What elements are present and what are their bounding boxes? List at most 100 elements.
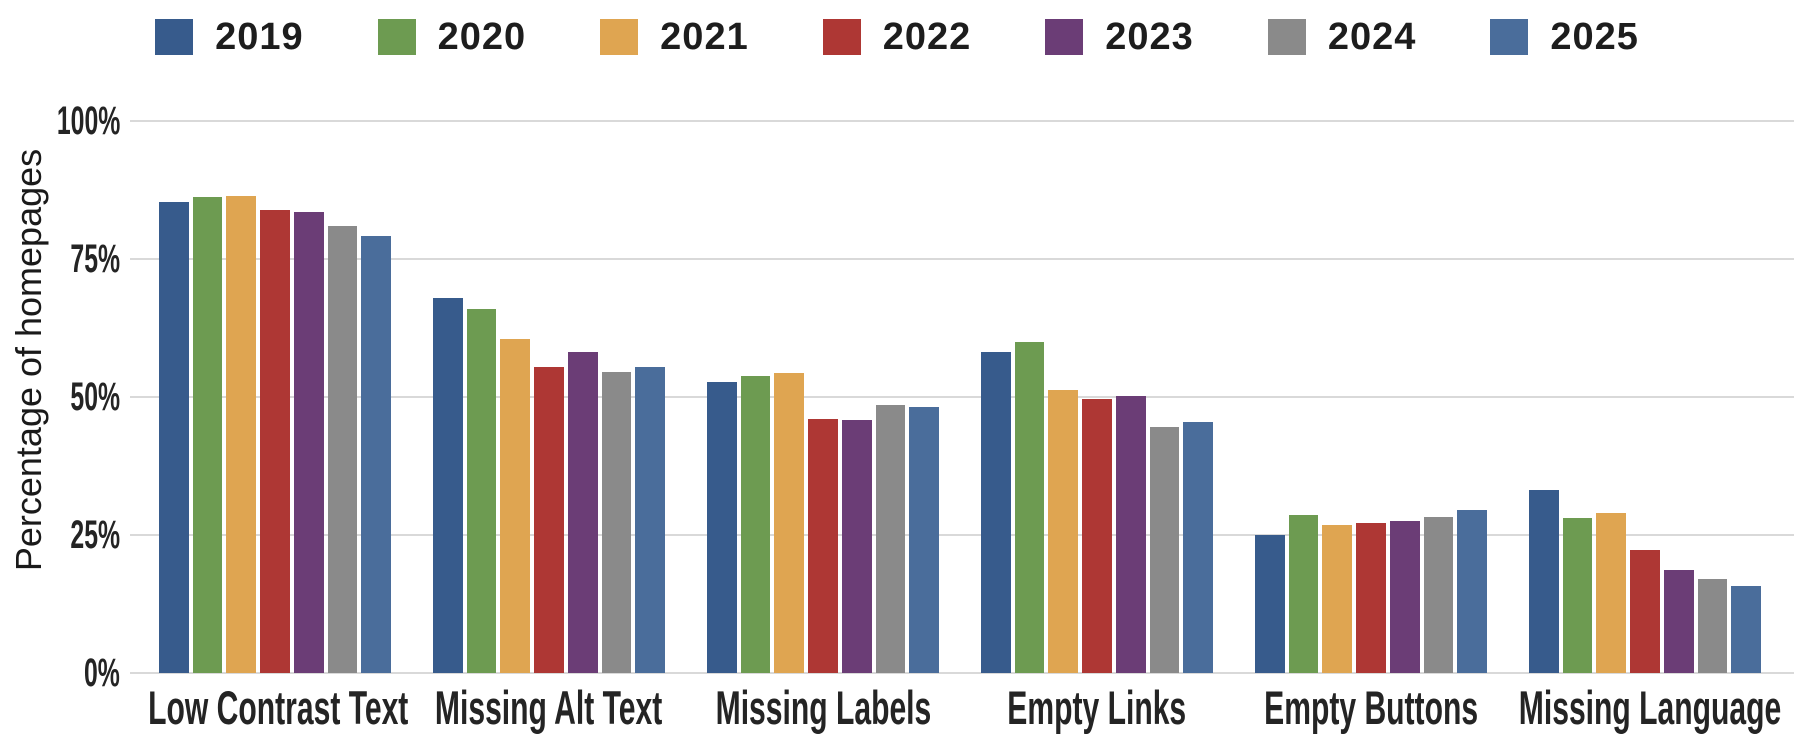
bar-2023-missing-language [1663, 570, 1694, 673]
bar-2025-missing-language [1731, 585, 1762, 673]
bar-2022-missing-alt-text [534, 367, 564, 673]
legend-swatch-icon [155, 19, 194, 55]
x-category-text: Missing Labels [715, 681, 931, 734]
legend-item-2021: 2021 [600, 18, 749, 56]
bar-2025-low-contrast-text [361, 236, 392, 673]
bar-2019-empty-links [981, 352, 1011, 673]
bar-group-missing-alt-text [433, 121, 666, 673]
bar-2023-empty-links [1115, 396, 1146, 673]
bar-group-empty-buttons [1255, 121, 1488, 673]
bar-2024-missing-alt-text [601, 372, 632, 673]
x-category-label: Missing Labels [623, 684, 1023, 731]
bar-2020-low-contrast-text [192, 196, 223, 673]
bar-2025-missing-labels [909, 406, 940, 673]
bar-group-empty-links [981, 121, 1214, 673]
legend-item-2025: 2025 [1490, 18, 1639, 56]
bar-2024-empty-links [1149, 426, 1180, 673]
y-tick-text: 75% [70, 237, 120, 281]
gridline-0% [130, 672, 1794, 674]
bar-2021-low-contrast-text [226, 196, 257, 673]
x-category-label: Empty Buttons [1171, 684, 1571, 731]
plot-area [130, 120, 1794, 674]
legend-label: 2023 [1105, 16, 1194, 58]
legend-label: 2021 [660, 16, 749, 58]
x-category-text: Missing Alt Text [435, 681, 663, 734]
bar-2021-missing-labels [774, 372, 805, 673]
gridline-25% [130, 534, 1794, 536]
x-category-text: Low Contrast Text [148, 681, 409, 734]
gridline-50% [130, 396, 1794, 398]
bar-2021-empty-buttons [1322, 524, 1353, 673]
bar-2023-empty-buttons [1389, 521, 1420, 673]
bar-2021-missing-language [1596, 513, 1627, 673]
bar-2024-low-contrast-text [327, 225, 358, 673]
y-tick-text: 50% [70, 375, 120, 419]
gridline-75% [130, 258, 1794, 260]
bar-group-missing-labels [707, 121, 940, 673]
bar-2020-empty-buttons [1288, 514, 1319, 673]
y-tick-text: 0% [84, 651, 120, 695]
bar-2019-missing-alt-text [433, 297, 463, 673]
legend-label: 2025 [1550, 16, 1639, 58]
bar-2022-empty-buttons [1356, 522, 1386, 673]
x-category-text: Empty Links [1007, 681, 1187, 734]
legend-swatch-icon [1267, 19, 1306, 55]
y-tick-label: 0% [0, 653, 120, 693]
y-tick-label: 100% [0, 101, 120, 141]
bar-2023-missing-labels [841, 419, 872, 673]
legend-swatch-icon [1490, 19, 1529, 55]
bar-2023-missing-alt-text [567, 351, 598, 673]
legend-label: 2020 [437, 16, 527, 58]
y-axis-title: Percentage of homepages [8, 148, 50, 572]
bar-2021-missing-alt-text [500, 338, 531, 673]
bar-2022-empty-links [1082, 398, 1112, 673]
bar-2023-low-contrast-text [293, 211, 324, 673]
bar-2020-empty-links [1014, 342, 1045, 673]
y-tick-text: 25% [70, 513, 120, 557]
bar-2024-empty-buttons [1423, 517, 1454, 673]
legend-item-2022: 2022 [822, 16, 972, 58]
bar-2025-empty-links [1183, 422, 1214, 673]
bar-2019-low-contrast-text [159, 202, 189, 673]
x-category-label: Missing Language [1445, 684, 1794, 731]
legend-swatch-icon [822, 19, 861, 55]
bar-2019-empty-buttons [1255, 535, 1285, 673]
bar-2022-missing-labels [808, 418, 838, 673]
bar-2024-missing-labels [875, 404, 906, 673]
legend-label: 2019 [215, 16, 304, 58]
y-tick-label: 75% [0, 239, 120, 279]
bar-2022-missing-language [1630, 549, 1660, 673]
bar-2024-missing-language [1697, 578, 1728, 673]
bar-2019-missing-labels [707, 381, 737, 673]
legend-swatch-icon [600, 19, 639, 55]
bar-2025-missing-alt-text [635, 366, 666, 673]
bar-2020-missing-language [1562, 518, 1593, 673]
gridline-100% [130, 120, 1794, 122]
x-category-label: Low Contrast Text [75, 684, 475, 731]
legend-label: 2024 [1327, 16, 1417, 58]
legend-swatch-icon [1045, 19, 1084, 55]
bar-2020-missing-labels [740, 376, 771, 673]
x-category-label: Empty Links [897, 684, 1297, 731]
x-category-text: Missing Language [1518, 681, 1782, 734]
bar-group-missing-language [1529, 121, 1762, 673]
bar-2025-empty-buttons [1457, 509, 1488, 673]
legend-item-2023: 2023 [1045, 18, 1194, 56]
legend-swatch-icon [377, 19, 416, 55]
legend-item-2024: 2024 [1267, 16, 1417, 58]
y-tick-label: 50% [0, 377, 120, 417]
x-category-text: Empty Buttons [1264, 681, 1478, 734]
y-tick-label: 25% [0, 515, 120, 555]
legend-item-2020: 2020 [377, 16, 527, 58]
y-tick-text: 100% [56, 99, 120, 143]
bar-group-low-contrast-text [159, 121, 392, 673]
legend-label: 2022 [882, 16, 972, 58]
bar-2021-empty-links [1048, 389, 1079, 673]
bar-2022-low-contrast-text [260, 209, 290, 673]
chart-legend: 2019 2020 2021 2022 2023 2024 2025 [0, 18, 1794, 56]
bar-2019-missing-language [1529, 490, 1559, 673]
legend-item-2019: 2019 [155, 18, 304, 56]
bar-2020-missing-alt-text [466, 308, 497, 673]
x-category-label: Missing Alt Text [349, 684, 749, 731]
